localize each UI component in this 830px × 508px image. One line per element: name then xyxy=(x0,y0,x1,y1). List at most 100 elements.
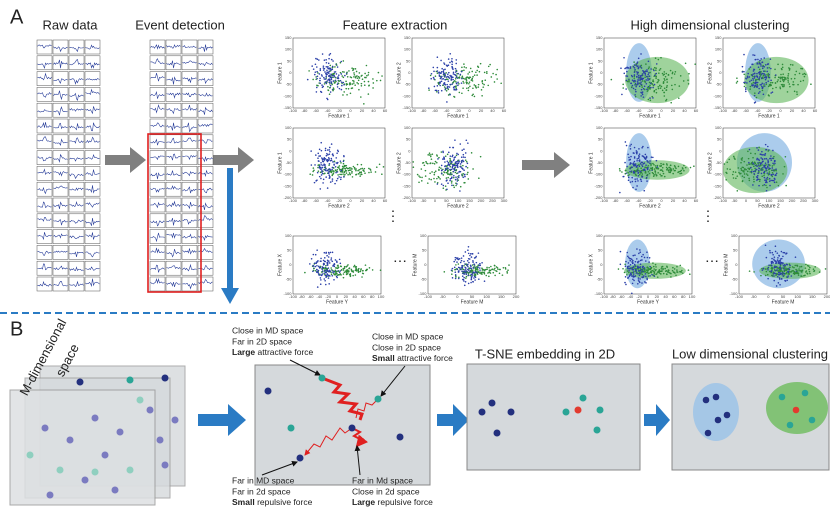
x-tick-label: 20 xyxy=(479,108,484,113)
point xyxy=(468,253,470,255)
point xyxy=(648,66,650,68)
point xyxy=(772,82,774,84)
point xyxy=(328,174,330,176)
point xyxy=(769,252,771,254)
point xyxy=(644,162,646,164)
point xyxy=(633,273,635,275)
point xyxy=(346,71,348,73)
point xyxy=(360,96,362,98)
point xyxy=(634,156,636,158)
x-axis-label: Feature Y xyxy=(326,299,349,305)
point xyxy=(645,276,647,278)
point xyxy=(645,164,647,166)
point xyxy=(753,181,755,183)
point xyxy=(443,71,445,73)
y-tick-label: 0 xyxy=(424,262,427,267)
point xyxy=(633,152,635,154)
point xyxy=(825,268,827,270)
y-tick-label: 50 xyxy=(406,58,411,63)
point xyxy=(430,78,432,80)
point xyxy=(335,166,337,168)
point xyxy=(783,79,785,81)
point xyxy=(782,173,784,175)
point xyxy=(455,176,457,178)
point xyxy=(676,269,678,271)
point xyxy=(337,174,339,176)
point xyxy=(776,181,778,183)
point xyxy=(760,165,762,167)
point xyxy=(330,79,332,81)
point xyxy=(341,269,343,271)
point xyxy=(764,177,766,179)
point xyxy=(433,174,435,176)
point xyxy=(776,269,778,271)
point xyxy=(772,150,774,152)
dot xyxy=(67,437,74,444)
point xyxy=(315,262,317,264)
point xyxy=(326,273,328,275)
point xyxy=(670,276,672,278)
point xyxy=(769,77,771,79)
point xyxy=(380,80,382,82)
dot xyxy=(508,409,515,416)
wave-box xyxy=(182,135,197,149)
point xyxy=(330,81,332,83)
point xyxy=(649,97,651,99)
point xyxy=(646,266,648,268)
point xyxy=(372,269,374,271)
point xyxy=(650,83,652,85)
point xyxy=(331,261,333,263)
point xyxy=(644,257,646,259)
point xyxy=(320,68,322,70)
point xyxy=(658,272,660,274)
point xyxy=(639,249,641,251)
point xyxy=(640,92,642,94)
annotation: Large attractive force xyxy=(232,347,314,357)
point xyxy=(802,74,804,76)
point xyxy=(505,268,507,270)
point xyxy=(437,67,439,69)
point xyxy=(629,145,631,147)
point xyxy=(641,274,643,276)
point xyxy=(630,144,632,146)
point xyxy=(646,83,648,85)
point xyxy=(800,68,802,70)
point xyxy=(443,185,445,187)
point xyxy=(482,268,484,270)
point xyxy=(446,165,448,167)
wave-box xyxy=(69,40,84,54)
point xyxy=(455,185,457,187)
point xyxy=(452,268,454,270)
dot xyxy=(27,452,34,459)
point xyxy=(760,275,762,277)
point xyxy=(645,260,647,262)
wave-box xyxy=(37,40,52,54)
point xyxy=(629,163,631,165)
point xyxy=(493,269,495,271)
y-tick-label: -150 xyxy=(594,183,603,188)
point xyxy=(340,170,342,172)
point xyxy=(472,76,474,78)
point xyxy=(322,273,324,275)
point xyxy=(331,143,333,145)
point xyxy=(328,275,330,277)
point xyxy=(461,156,463,158)
point xyxy=(430,156,432,158)
point xyxy=(333,167,335,169)
point xyxy=(455,269,457,271)
point xyxy=(748,158,750,160)
point xyxy=(461,67,463,69)
point xyxy=(351,171,353,173)
point xyxy=(644,73,646,75)
point xyxy=(749,169,751,171)
point xyxy=(458,271,460,273)
point xyxy=(458,83,460,85)
point xyxy=(358,76,360,78)
point xyxy=(429,172,431,174)
wave-box xyxy=(85,198,100,212)
point xyxy=(736,190,738,192)
point xyxy=(358,269,360,271)
point xyxy=(462,75,464,77)
point xyxy=(772,275,774,277)
point xyxy=(457,180,459,182)
